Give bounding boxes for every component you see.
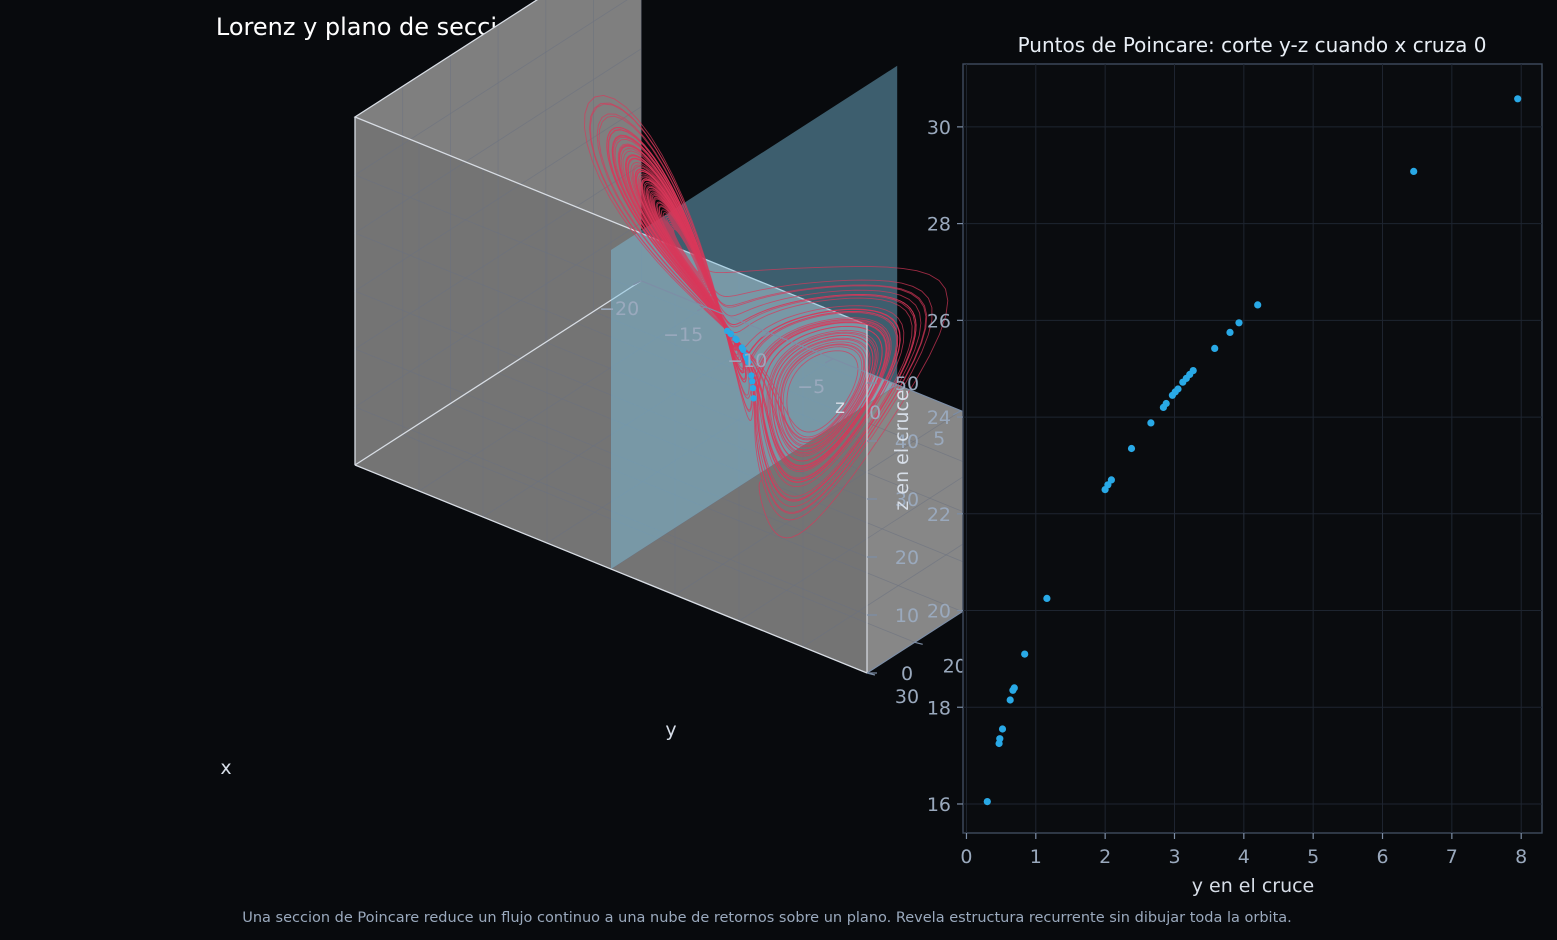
x-tick xyxy=(632,280,642,286)
scatter-point xyxy=(1147,419,1155,427)
crossing-point xyxy=(750,395,757,402)
lorenz-trajectory xyxy=(584,94,949,539)
scatter-point xyxy=(1211,344,1219,352)
trajectory-segment xyxy=(584,94,901,483)
crossing-point xyxy=(745,359,752,366)
x-tick xyxy=(824,358,834,364)
scatter-x-axis-label: y en el cruce xyxy=(1192,875,1315,897)
z-tick-label: 10 xyxy=(895,605,919,627)
scatter-y-axis-label: z en el cruce xyxy=(891,389,913,510)
scatter-point xyxy=(998,725,1007,733)
x-tick-label: 5 xyxy=(933,428,945,450)
scatter-point xyxy=(1021,650,1029,658)
scatter-point xyxy=(1043,594,1051,603)
scatter-x-tick-label: 3 xyxy=(1168,846,1180,868)
scatter-x-tick-label: 8 xyxy=(1515,846,1527,868)
scatter-point xyxy=(1189,367,1197,375)
poincare-scatter-plot: Puntos de Poincare: corte y-z cuando x c… xyxy=(891,33,1543,897)
scatter-point xyxy=(1254,301,1262,309)
crossing-point xyxy=(739,346,747,353)
scatter-y-tick-label: 28 xyxy=(927,214,951,236)
z-tick-label: 20 xyxy=(895,547,919,569)
lorenz-3d-plot: Lorenz y plano de seccion x=0 −20−15−10−… xyxy=(216,0,1213,779)
z-tick-label: 30 xyxy=(895,489,919,511)
y-axis-label: y xyxy=(665,719,676,741)
z-tick-label: 50 xyxy=(895,373,919,395)
scatter-point xyxy=(1006,696,1014,704)
z-axis-label: z xyxy=(835,396,845,418)
scatter-y-tick-label: 24 xyxy=(927,407,951,429)
scatter-point xyxy=(1127,444,1136,453)
scatter-point xyxy=(1410,167,1418,175)
y-tick-label: 20 xyxy=(943,655,967,677)
scatter-point xyxy=(1107,476,1115,484)
x-tick-label: −10 xyxy=(727,350,767,372)
x-tick-label: −5 xyxy=(797,376,825,398)
poincare-plot-title: Puntos de Poincare: corte y-z cuando x c… xyxy=(1018,33,1487,57)
x-tick-label: −15 xyxy=(663,324,703,346)
scatter-point xyxy=(1010,684,1018,692)
scatter-x-tick-label: 0 xyxy=(960,846,972,868)
scatter-points xyxy=(983,95,1522,806)
crossing-point xyxy=(743,353,750,360)
scatter-x-tick-label: 6 xyxy=(1376,846,1388,868)
scatter-grid xyxy=(963,64,1542,833)
x-tick xyxy=(952,410,962,416)
z-tick-label: 0 xyxy=(901,663,913,685)
scatter-y-tick-label: 18 xyxy=(927,697,951,719)
scatter-y-tick-label: 20 xyxy=(927,601,951,623)
crossing-point xyxy=(749,384,757,392)
scatter-point xyxy=(996,735,1004,743)
crossing-point xyxy=(732,335,739,342)
x-tick xyxy=(760,332,770,338)
crossing-point xyxy=(749,378,756,385)
figure-caption: Una seccion de Poincare reduce un flujo … xyxy=(242,910,1292,926)
scatter-y-tick-label: 16 xyxy=(927,794,951,816)
scatter-point xyxy=(1514,95,1522,103)
trajectory-segment xyxy=(612,135,933,521)
y-tick xyxy=(914,641,923,645)
scatter-plot-area xyxy=(962,63,1543,834)
scatter-point xyxy=(1226,328,1234,336)
x-tick-label: 0 xyxy=(869,402,881,424)
scatter-y-tick-label: 22 xyxy=(927,504,951,526)
z-tick-label: 40 xyxy=(895,431,919,453)
y-tick-label: 30 xyxy=(895,686,919,708)
x-axis-label: x xyxy=(220,757,231,779)
box-edge-back-floor xyxy=(354,464,868,674)
scatter-point xyxy=(1162,399,1170,408)
scatter-x-tick-label: 1 xyxy=(1030,846,1042,868)
x-tick xyxy=(696,306,706,312)
x-tick xyxy=(888,384,898,390)
box-edge-left-floor xyxy=(354,280,642,466)
crossing-point xyxy=(748,372,755,379)
trajectory-segment xyxy=(659,206,949,539)
scatter-y-tick-label: 26 xyxy=(927,310,951,332)
scatter-y-tick-label: 30 xyxy=(927,117,951,139)
scatter-x-tick-label: 7 xyxy=(1446,846,1458,868)
crossing-points-3d xyxy=(724,327,757,402)
scatter-point xyxy=(1235,319,1243,327)
crossing-point xyxy=(724,327,731,334)
scatter-x-tick-label: 4 xyxy=(1238,846,1250,868)
scatter-x-tick-label: 2 xyxy=(1099,846,1111,868)
scatter-point xyxy=(1174,385,1182,393)
x-tick-label: −20 xyxy=(599,298,639,320)
scatter-ticks: 0 1 2 3 4 5 6 7 8 16 18 20 22 24 26 28 30 xyxy=(927,117,1527,868)
scatter-point xyxy=(983,798,991,806)
scatter-x-tick-label: 5 xyxy=(1307,846,1319,868)
